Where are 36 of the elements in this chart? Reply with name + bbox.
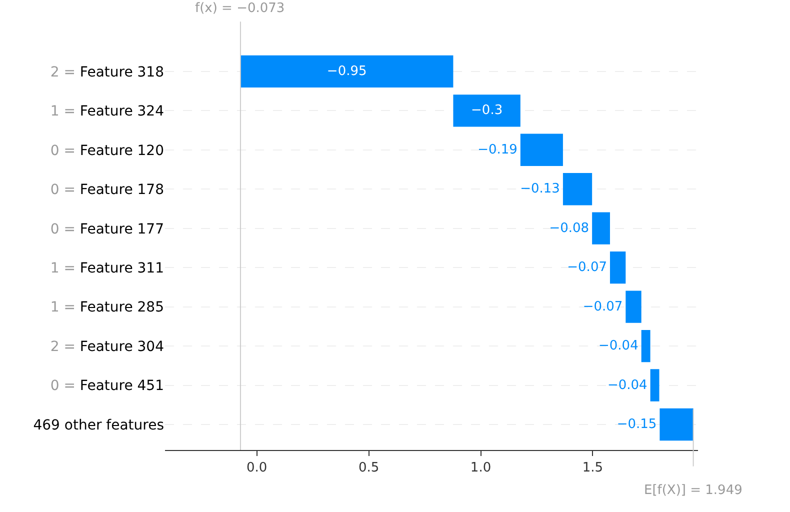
bar xyxy=(626,290,642,323)
data-label: −0.08 xyxy=(549,220,590,236)
bar xyxy=(660,408,694,441)
y-tick-label: 0 = Feature 178 xyxy=(50,182,164,198)
ref-line-label: f(x) = −0.073 xyxy=(195,1,285,16)
y-tick-label: 0 = Feature 177 xyxy=(50,221,164,238)
bar xyxy=(520,134,563,166)
data-label: −0.15 xyxy=(616,417,657,432)
bar xyxy=(240,55,454,88)
y-tick-label: 2 = Feature 304 xyxy=(50,338,164,355)
data-label: −0.04 xyxy=(598,338,638,354)
ref-line-label: E[f(X)] = 1.949 xyxy=(644,483,742,498)
x-tick-label: 1.0 xyxy=(470,460,492,476)
bar xyxy=(592,212,610,244)
x-tick-label: 1.5 xyxy=(582,460,604,476)
y-tick-label: 0 = Feature 120 xyxy=(50,142,164,159)
y-tick-label: 0 = Feature 451 xyxy=(50,378,164,394)
bar xyxy=(453,94,520,127)
y-tick-label: 1 = Feature 311 xyxy=(50,260,164,276)
bar xyxy=(650,369,660,402)
bar xyxy=(610,251,626,284)
y-tick-label: 2 = Feature 318 xyxy=(50,64,164,80)
x-tick-label: 0.5 xyxy=(358,460,380,476)
data-label: −0.07 xyxy=(582,299,623,314)
data-label: −0.19 xyxy=(478,142,518,158)
data-label: −0.04 xyxy=(607,378,648,393)
data-label: −0.3 xyxy=(471,103,503,118)
y-tick-label: 469 other features xyxy=(33,417,164,434)
bar xyxy=(562,173,592,206)
x-tick-label: 0.0 xyxy=(246,460,268,476)
data-label: −0.95 xyxy=(326,64,367,79)
data-label: −0.13 xyxy=(520,182,560,197)
bar xyxy=(641,330,650,362)
y-tick-label: 1 = Feature 324 xyxy=(50,104,164,120)
data-label: −0.07 xyxy=(567,260,607,276)
y-tick-label: 1 = Feature 285 xyxy=(50,300,164,316)
